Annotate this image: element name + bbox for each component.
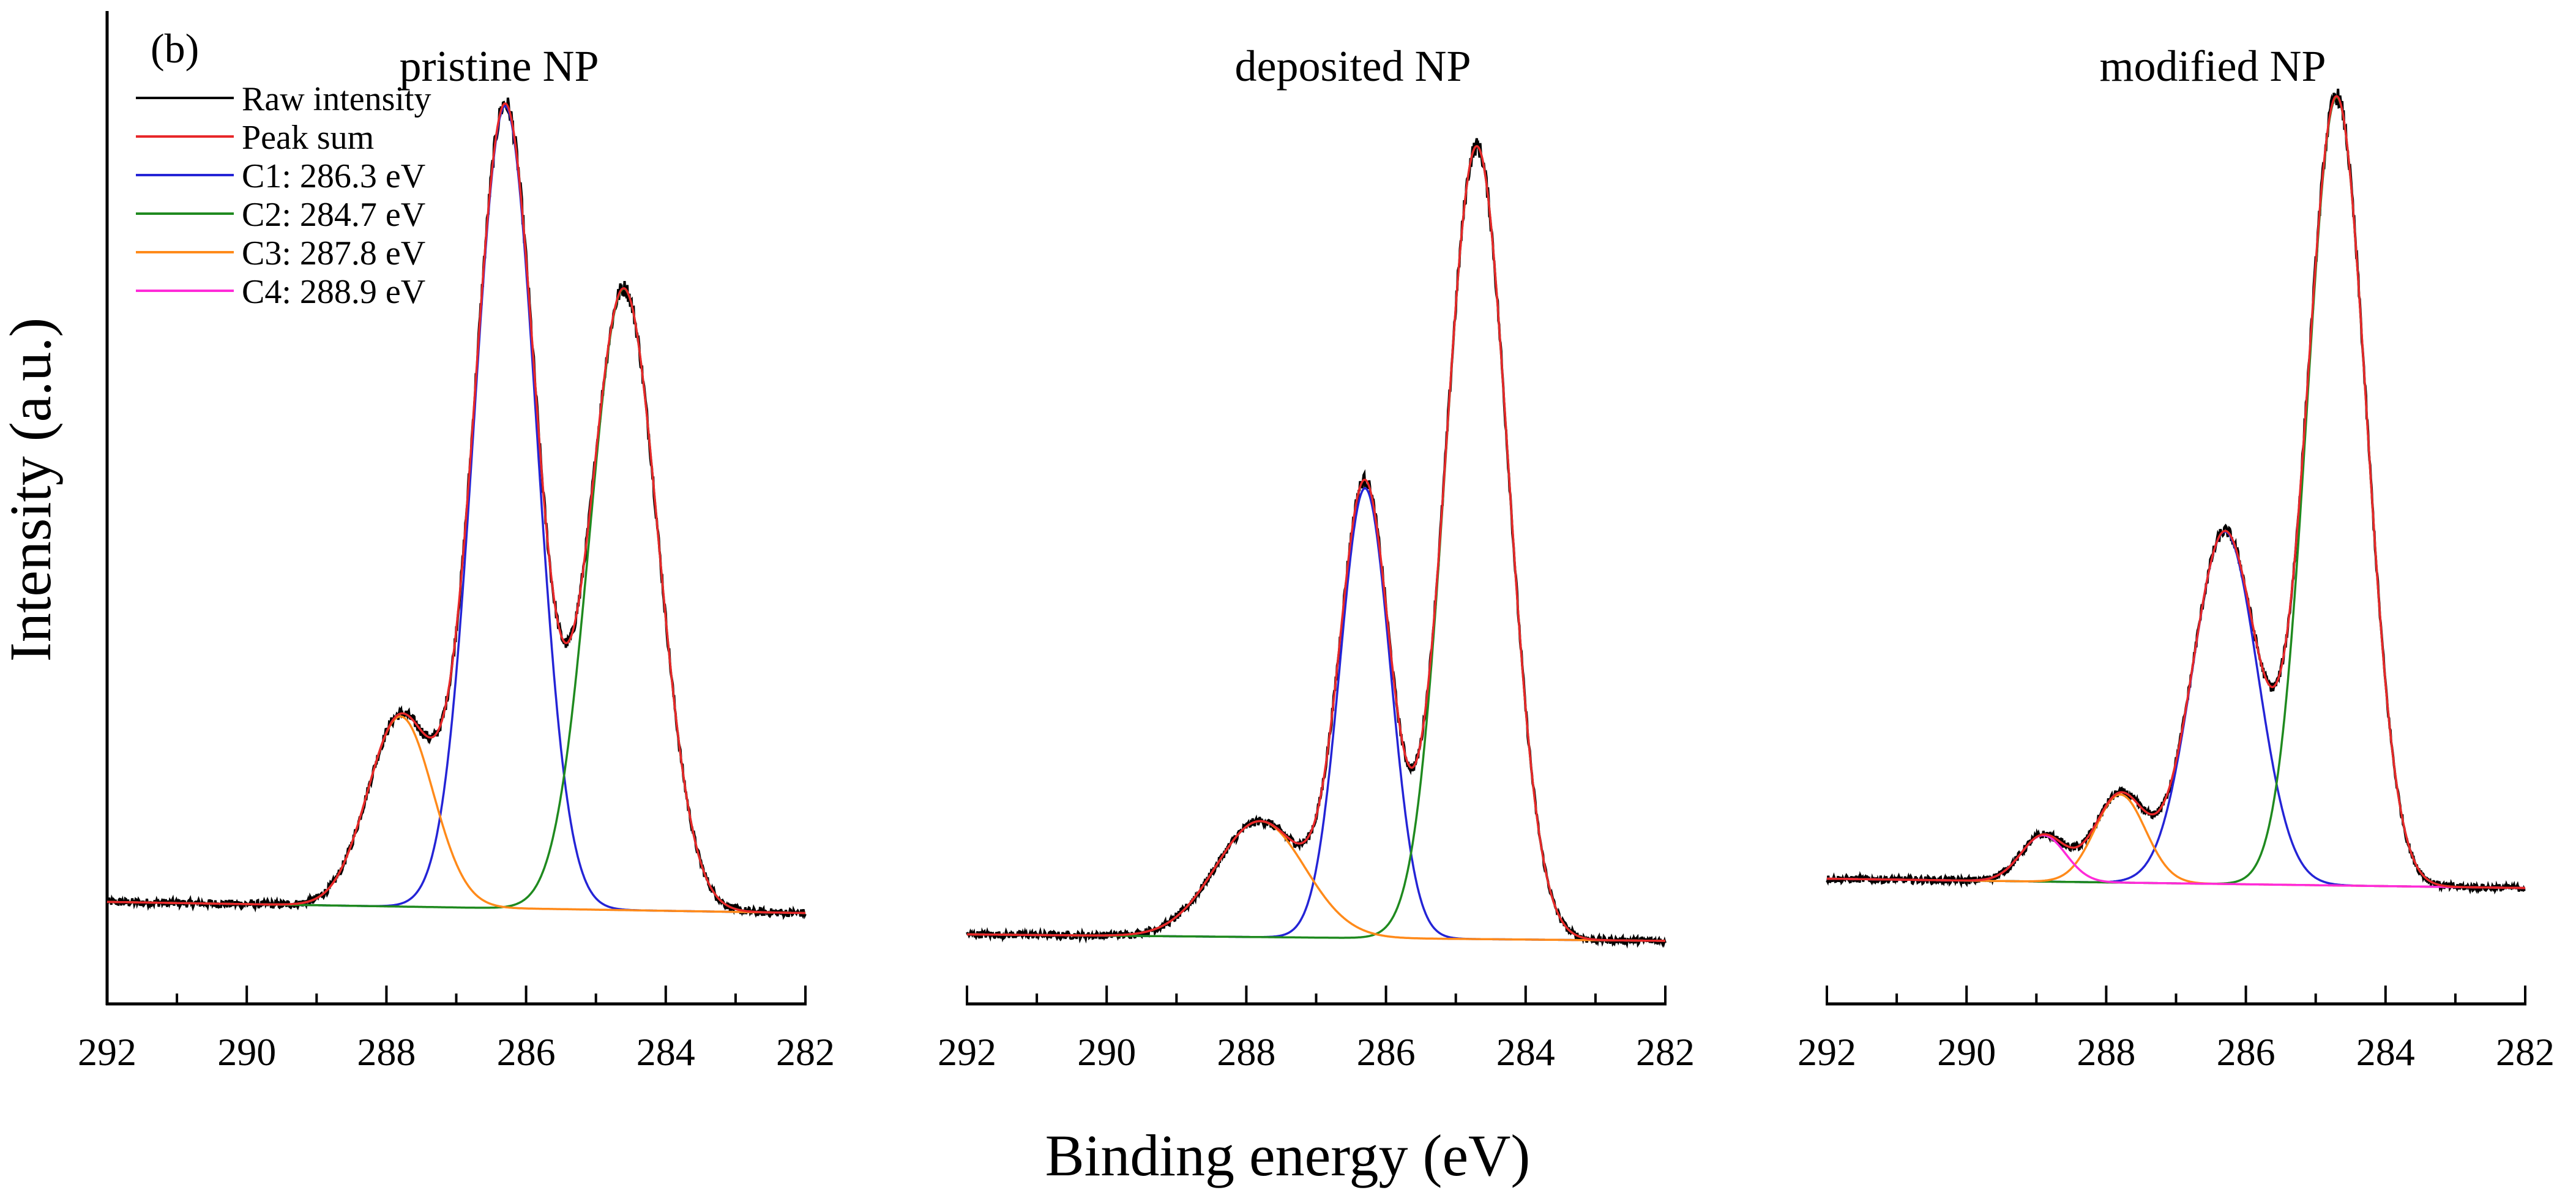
x-tick-label: 288	[2077, 1030, 2135, 1074]
legend-item: Peak sum	[136, 119, 374, 157]
x-tick-label: 292	[78, 1030, 136, 1074]
legend-item: C1: 286.3 eV	[136, 157, 425, 195]
panel-title: modified NP	[2100, 42, 2326, 91]
x-tick-label: 290	[1937, 1030, 1996, 1074]
x-tick-label: 286	[497, 1030, 556, 1074]
raw-intensity-line	[106, 97, 807, 920]
x-tick-label: 284	[1496, 1030, 1555, 1074]
x-tick-label: 290	[1077, 1030, 1136, 1074]
legend-item: C4: 288.9 eV	[136, 273, 425, 311]
legend-label: Raw intensity	[242, 80, 431, 118]
legend-item: C2: 284.7 eV	[136, 196, 425, 234]
x-tick-label: 288	[1217, 1030, 1275, 1074]
component-line-c1	[1827, 530, 2525, 889]
x-tick-label: 284	[637, 1030, 695, 1074]
x-tick-label: 282	[1636, 1030, 1695, 1074]
legend-label: C1: 286.3 eV	[242, 157, 425, 195]
legend-item: C3: 287.8 eV	[136, 234, 425, 272]
peak-sum-line	[1827, 95, 2525, 889]
component-line-c1	[967, 487, 1665, 942]
x-axis-title: Binding energy (eV)	[1045, 1123, 1531, 1188]
peak-sum-line	[106, 102, 805, 915]
legend-label: C3: 287.8 eV	[242, 234, 425, 272]
x-tick-label: 284	[2356, 1030, 2415, 1074]
x-tick-label: 288	[357, 1030, 416, 1074]
raw-intensity-line	[966, 138, 1667, 949]
panel-title: pristine NP	[399, 42, 599, 91]
legend-label: C2: 284.7 eV	[242, 196, 425, 234]
panel-title: deposited NP	[1235, 42, 1471, 91]
x-tick-label: 292	[938, 1030, 996, 1074]
panel-label: (b)	[151, 25, 199, 72]
x-tick-label: 286	[2217, 1030, 2275, 1074]
component-line-c3	[106, 715, 805, 915]
component-line-c2	[106, 288, 805, 915]
legend-label: Peak sum	[242, 119, 374, 157]
x-tick-label: 286	[1357, 1030, 1416, 1074]
x-tick-label: 292	[1798, 1030, 1856, 1074]
y-axis-title: Intensity (a.u.)	[0, 318, 63, 662]
legend-item: Raw intensity	[136, 80, 431, 118]
peak-sum-line	[967, 144, 1665, 942]
x-tick-label: 282	[2496, 1030, 2555, 1074]
panel-1: 292 290 288 286 284 282 pristine NP	[78, 11, 835, 1074]
panel-3: 292 290 288 286 284 282 modified NP	[1798, 42, 2555, 1074]
component-line-c1	[106, 105, 805, 915]
legend-label: C4: 288.9 eV	[242, 273, 425, 311]
x-tick-label: 290	[217, 1030, 276, 1074]
panel-2: 292 290 288 286 284 282 deposited NP	[938, 42, 1695, 1074]
x-tick-label: 282	[776, 1030, 835, 1074]
panels-layer: 292 290 288 286 284 282 pristine NP 292 290 288 28…	[78, 11, 2555, 1074]
